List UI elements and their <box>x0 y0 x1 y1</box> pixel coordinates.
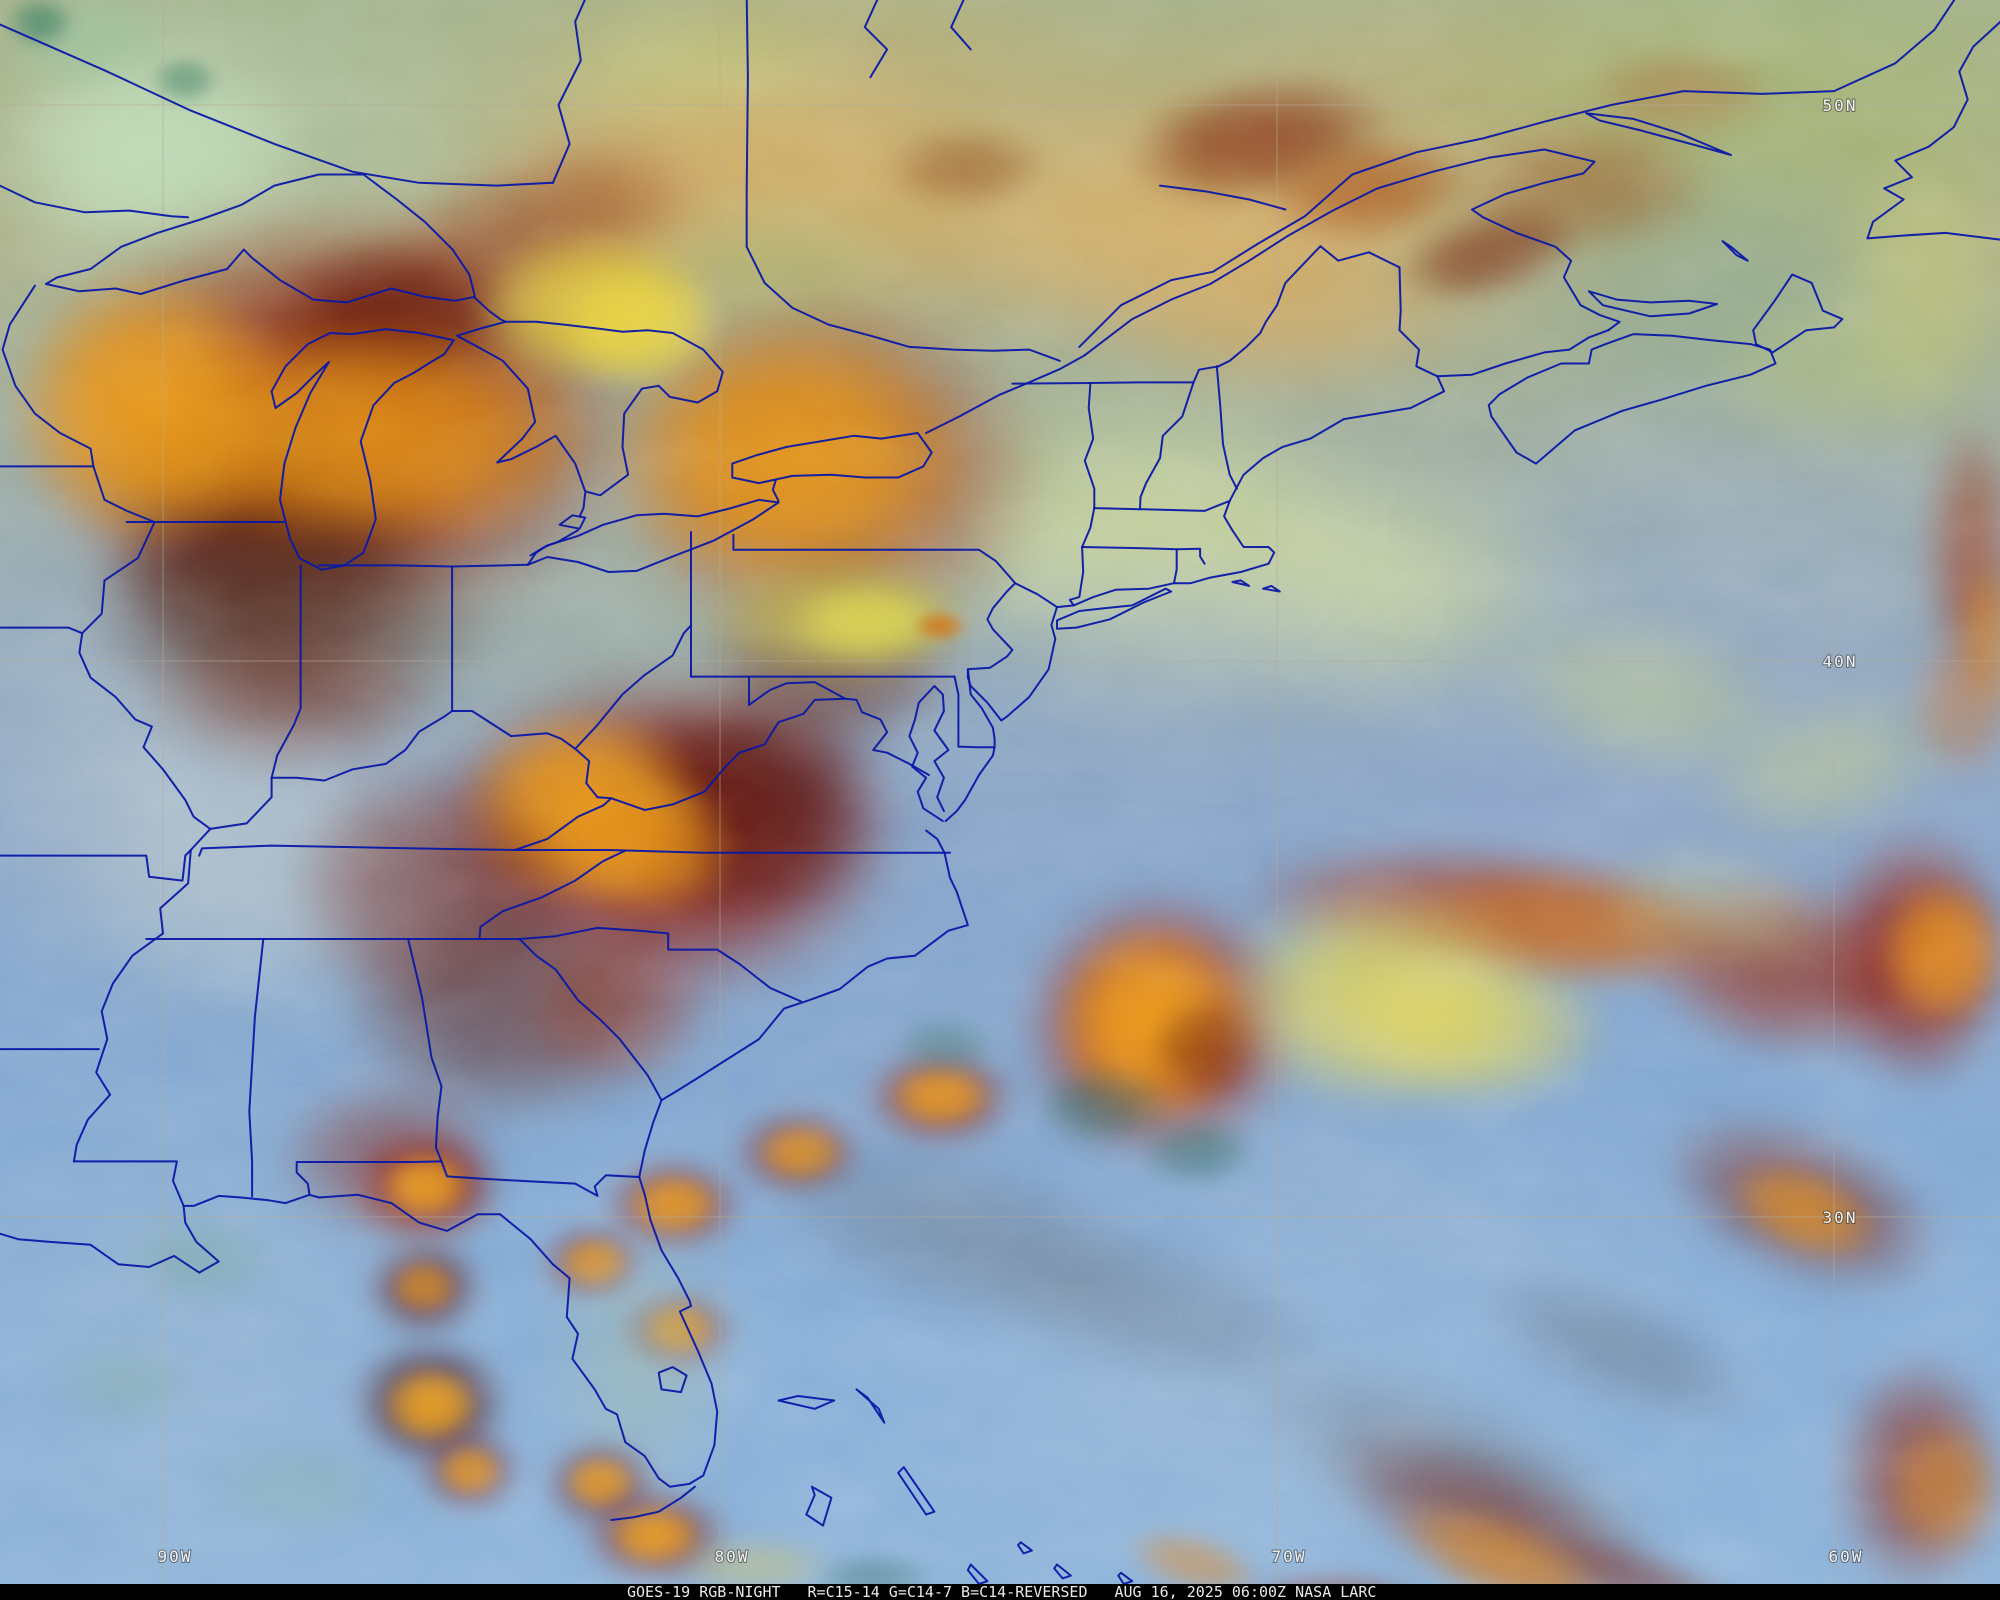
border-river-ontario-a <box>0 23 554 187</box>
border-mn-wi-border <box>1 284 95 468</box>
border-potomac-river <box>748 681 930 776</box>
border-grand-bahama <box>777 1395 836 1410</box>
border-mi-south-border <box>318 563 529 568</box>
border-maine-nb-border <box>1398 266 1439 378</box>
border-nh-me-border <box>1215 365 1238 490</box>
border-ontario-quebec-border <box>745 0 1061 362</box>
border-abaco <box>855 1388 886 1424</box>
border-nova-scotia <box>1487 333 1777 465</box>
border-chesapeake-bay <box>908 685 950 823</box>
border-newfoundland-west-coast <box>1866 20 2000 241</box>
border-ky-va-border <box>514 796 613 851</box>
border-lake-ontario <box>731 432 933 485</box>
border-canada-border-mn <box>0 184 190 219</box>
border-ny-vt-border <box>1083 382 1096 510</box>
border-lake-erie <box>526 498 780 573</box>
border-st-lawrence-north-shore <box>1078 0 1956 348</box>
border-al-ms-border <box>248 938 265 1198</box>
product-label: GOES-19 RGB-NIGHT <box>627 1583 781 1600</box>
border-al-ga-border <box>407 938 443 1163</box>
border-il-in-border <box>270 564 302 779</box>
border-ny-nj-border <box>1014 582 1058 609</box>
border-ia-mo-border <box>0 626 84 635</box>
border-st-clair-river <box>578 492 587 518</box>
border-andros <box>805 1485 833 1527</box>
border-river-ontario-b <box>551 0 586 184</box>
status-bar: GOES-19 RGB-NIGHT R=C15-14 G=C14-7 B=C14-… <box>0 1584 2000 1600</box>
border-ohio-river-north <box>574 624 692 750</box>
border-st-lawrence-south-shore <box>1083 148 1596 357</box>
border-florida-keys <box>610 1485 696 1521</box>
border-delmarva-coast <box>944 668 996 823</box>
border-marthas-vineyard <box>1231 579 1251 587</box>
border-ny-ma-border <box>1081 507 1096 548</box>
border-mississippi-lower <box>72 827 212 1163</box>
border-river-quebec-a <box>863 0 889 79</box>
border-ct-ri-border <box>1173 548 1178 585</box>
grid-label-70W: 70W <box>1272 1547 1307 1566</box>
border-bahama-cay-c <box>1053 1563 1072 1580</box>
border-pa-ny-nj-border <box>732 533 1017 671</box>
border-mississippi-upper <box>78 465 212 830</box>
border-long-island <box>1056 587 1173 630</box>
border-nantucket <box>1262 584 1281 593</box>
border-lake-okeechobee <box>657 1366 688 1394</box>
border-detroit-river <box>529 529 579 557</box>
border-st-marys-river <box>473 296 507 323</box>
border-va-wv-border <box>610 697 847 811</box>
grid-label-30N: 30N <box>1823 1208 1858 1227</box>
border-cape-breton <box>1752 273 1844 354</box>
border-vt-nh-border <box>1139 381 1195 511</box>
border-va-nc-border <box>514 849 951 854</box>
border-atlantic-coast-north <box>966 375 1446 722</box>
grid-label-40N: 40N <box>1823 652 1858 671</box>
border-bahama-cay-b <box>1017 1541 1033 1555</box>
border-nc-sc-border <box>478 926 802 1003</box>
border-eleuthera <box>897 1466 936 1516</box>
border-ohio-river <box>209 710 599 830</box>
border-ny-ct-border <box>1068 546 1085 607</box>
border-lake-michigan <box>270 328 455 571</box>
border-fundy-coast <box>1436 329 1610 378</box>
border-border-45n <box>1011 365 1220 385</box>
border-anticosti-island <box>1585 112 1732 156</box>
border-saguenay-river <box>1159 184 1287 211</box>
border-ma-south-border <box>1081 546 1206 565</box>
border-bahama-cay-d <box>1117 1571 1134 1584</box>
border-lake-st-clair <box>558 514 587 530</box>
border-lake-superior <box>45 173 476 304</box>
grid-label-60W: 60W <box>1829 1547 1864 1566</box>
border-prince-edward-island <box>1587 290 1718 318</box>
grid-label-90W: 90W <box>158 1547 193 1566</box>
border-bahama-cay-a <box>966 1563 989 1584</box>
border-ms-la-border <box>72 1160 185 1207</box>
timestamp-label: AUG 16, 2025 06:00Z NASA LARC <box>1114 1583 1377 1600</box>
grid-label-50N: 50N <box>1823 96 1858 115</box>
border-lake-huron <box>456 320 724 497</box>
border-st-lawrence-border <box>925 354 1086 434</box>
border-mo-ar-border <box>0 849 192 882</box>
border-gaspe-new-brunswick-coast <box>1471 160 1621 332</box>
border-ma-north-border <box>1093 499 1231 512</box>
border-tn-nc-border <box>478 849 627 940</box>
border-ga-sc-border <box>518 938 663 1102</box>
border-river-quebec-b <box>950 0 972 51</box>
channel-recipe-label: R=C15-14 G=C14-7 B=C14-REVERSED <box>807 1583 1088 1600</box>
border-fl-north-border <box>295 1160 641 1197</box>
grid-label-80W: 80W <box>715 1547 750 1566</box>
border-magdalen-islands <box>1721 240 1749 262</box>
border-quebec-maine-border <box>1217 245 1401 368</box>
border-delaware-border <box>953 675 996 749</box>
border-niagara-river <box>771 479 780 502</box>
border-atlantic-coast-south <box>0 829 969 1488</box>
border-ky-tn-border <box>198 844 516 857</box>
